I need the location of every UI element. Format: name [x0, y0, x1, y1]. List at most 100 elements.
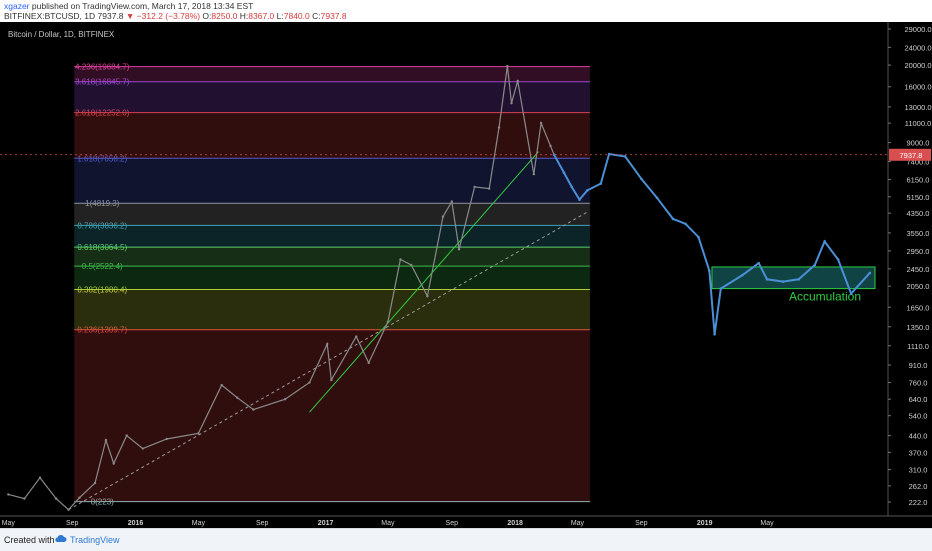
header: xgazer published on TradingView.com, Mar…	[0, 0, 932, 22]
trendline-green	[309, 151, 539, 413]
tradingview-brand[interactable]: TradingView	[70, 535, 120, 545]
y-axis-tick-label: 13000.0	[904, 103, 931, 112]
high-label: H:	[239, 11, 249, 21]
projection-point	[708, 269, 711, 273]
fib-zone	[74, 158, 590, 204]
projection-point	[586, 189, 589, 192]
fib-level-label: 2.618(12252.0)	[75, 109, 130, 118]
fib-zone	[74, 66, 590, 82]
price-point	[410, 263, 413, 267]
projection-point	[713, 332, 716, 336]
accumulation-label: Accumulation	[789, 290, 861, 304]
accumulation-box	[711, 266, 876, 290]
projection-point	[552, 153, 556, 157]
price-chart[interactable]: 0(223) 0.236(1309.7) 0.382(1980.4) 0.5(2522…	[0, 22, 932, 528]
projection-point	[671, 217, 675, 221]
fib-zone	[74, 203, 590, 226]
price-point	[283, 398, 287, 401]
price-point	[54, 497, 58, 500]
projection-point	[849, 292, 853, 295]
y-axis-tick-label: 640.0	[909, 395, 928, 404]
projection-point	[868, 271, 872, 275]
price-point	[38, 476, 42, 479]
price-point	[473, 185, 476, 189]
author-link[interactable]: xgazer	[4, 1, 30, 11]
x-axis-tick-label: May	[192, 520, 206, 527]
price-point	[457, 248, 461, 251]
down-arrow-icon: ▼	[125, 11, 135, 21]
price-point	[325, 342, 329, 346]
price-point	[125, 434, 128, 437]
x-axis-tick-label: Sep	[635, 520, 648, 527]
ohlc-line: BITFINEX:BTCUSD, 1D 7937.8 ▼ −312.2 (−3.…	[4, 11, 347, 21]
fib-level-label: 1.618(7658.2)	[77, 154, 127, 163]
price-point	[450, 200, 453, 203]
price-point	[532, 172, 536, 176]
projection-point	[640, 177, 643, 181]
high-value: 8367.0	[248, 11, 275, 21]
y-axis-tick-label: 1650.0	[907, 303, 930, 312]
fib-level-label: 0.786(3836.2)	[77, 221, 127, 230]
price-point	[252, 408, 255, 411]
last-price-badge	[889, 148, 931, 161]
chart-panel[interactable]: 0(223) 0.236(1309.7) 0.382(1980.4) 0.5(2522…	[0, 22, 932, 528]
y-axis-tick-label: 11000.0	[905, 119, 932, 128]
y-axis-tick-label: 5150.0	[907, 193, 930, 202]
price-point	[112, 462, 115, 465]
price-point	[426, 294, 429, 298]
projection-point	[562, 171, 566, 174]
price-point	[355, 335, 358, 338]
price-point	[497, 126, 501, 129]
created-with-text: Created with	[4, 535, 55, 545]
projection-point	[623, 155, 627, 158]
price-point	[7, 493, 10, 496]
price-point	[367, 361, 370, 365]
price-point	[165, 437, 168, 441]
y-axis-tick-label: 9000.0	[907, 139, 930, 148]
price-point	[93, 481, 97, 485]
y-axis-tick-label: 370.0	[909, 448, 928, 457]
y-axis-tick-label: 310.0	[909, 466, 928, 475]
x-axis-tick-label: May	[2, 520, 16, 527]
projection-point	[684, 222, 687, 226]
x-axis-tick-label: Sep	[66, 520, 79, 527]
price-point	[506, 64, 509, 68]
price-point	[441, 215, 445, 218]
price-point	[220, 383, 223, 387]
x-axis-tick-label: May	[760, 520, 774, 527]
price-point	[104, 438, 108, 442]
y-axis-tick-label: 3550.0	[907, 229, 930, 238]
projection-point	[757, 261, 760, 265]
price-point	[549, 144, 552, 148]
trendline-dashed	[68, 211, 588, 511]
y-axis-tick-label: 16000.0	[904, 83, 931, 92]
published-text: published on TradingView.com, March 17, …	[31, 1, 254, 11]
fib-zone	[74, 225, 590, 248]
projection-point	[697, 235, 700, 239]
y-axis-background	[888, 22, 932, 516]
price-point	[197, 432, 200, 435]
y-axis-tick-label: 2050.0	[907, 282, 930, 291]
x-axis-tick-label: 2016	[128, 520, 144, 527]
y-axis-tick-label: 29000.0	[904, 25, 931, 34]
y-axis-tick-label: 2450.0	[907, 265, 930, 274]
y-axis-tick-label: 24000.0	[904, 43, 931, 52]
low-value: 7840.0	[283, 11, 310, 21]
fib-level-label: 0.236(1309.7)	[77, 326, 127, 335]
price-point	[539, 121, 543, 125]
tradingview-logo-icon	[55, 535, 67, 542]
chart-title: Bitcoin / Dollar, 1D, BITFINEX	[8, 30, 115, 39]
projection-point	[570, 185, 574, 189]
fib-level-label: 0.5(2522.4)	[82, 262, 123, 271]
fib-level-label: 3.618(16845.7)	[75, 78, 130, 87]
price-point	[141, 447, 145, 450]
price-point	[236, 396, 239, 399]
projection-point	[607, 152, 611, 156]
projection-point	[741, 273, 744, 277]
x-axis-tick-label: Sep	[256, 520, 269, 527]
price-point	[510, 102, 513, 105]
projection-point	[599, 182, 603, 185]
last-price-value: 7937.8	[97, 11, 124, 21]
projection-point	[797, 278, 800, 281]
change-value: −312.2 (−3.78%)	[136, 11, 201, 21]
